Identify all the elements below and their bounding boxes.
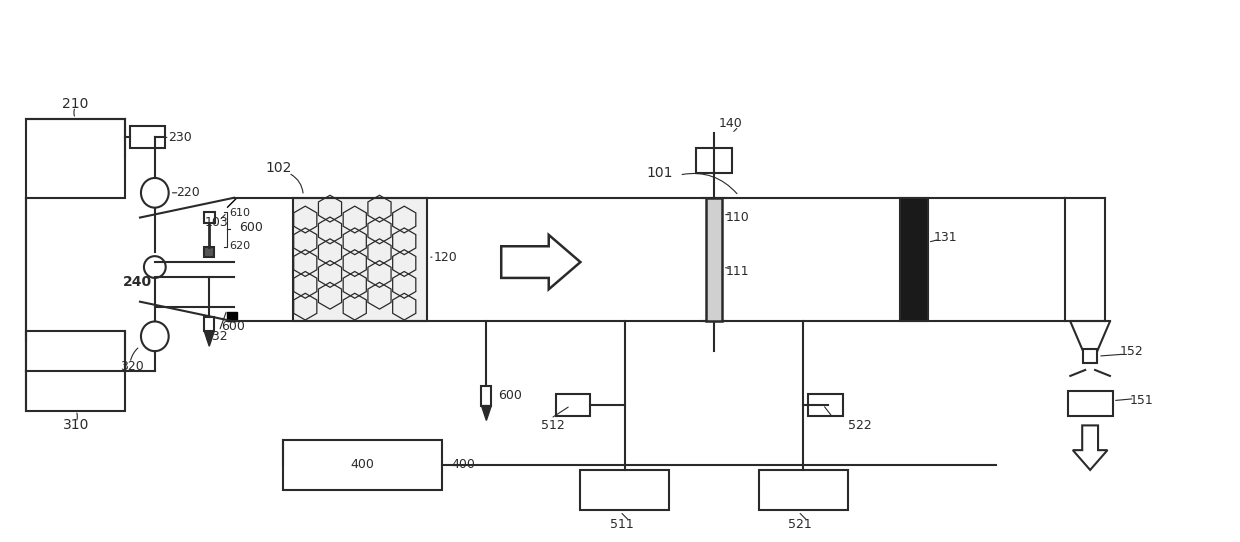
Text: 111: 111 (725, 266, 749, 279)
Ellipse shape (141, 178, 169, 208)
Text: 400: 400 (451, 459, 476, 472)
Bar (900, 198, 928, 321)
Bar (26, 119, 125, 198)
Text: 522: 522 (848, 419, 872, 432)
Ellipse shape (141, 321, 169, 351)
Text: 512: 512 (541, 419, 564, 432)
Bar (481, 386, 491, 405)
Text: 152: 152 (1120, 345, 1143, 358)
Text: 610: 610 (229, 208, 250, 217)
Text: 120: 120 (434, 250, 458, 263)
Polygon shape (227, 312, 237, 321)
Text: 210: 210 (62, 96, 89, 111)
Text: 511: 511 (610, 518, 634, 531)
Polygon shape (227, 198, 237, 208)
Bar (294, 198, 427, 321)
Ellipse shape (144, 256, 166, 278)
Bar (706, 198, 722, 321)
FancyArrow shape (501, 235, 580, 289)
Bar (26, 331, 125, 410)
Bar (580, 470, 670, 509)
Bar (759, 470, 848, 509)
Bar (284, 440, 441, 490)
Text: 140: 140 (719, 117, 743, 130)
Bar (1084, 349, 1097, 363)
Text: 400: 400 (351, 459, 374, 472)
Bar (696, 149, 732, 173)
Text: 600: 600 (221, 320, 246, 333)
Text: 620: 620 (229, 241, 250, 251)
Text: 101: 101 (646, 166, 673, 180)
Text: 320: 320 (120, 359, 144, 372)
Text: 103: 103 (205, 216, 228, 229)
Text: 102: 102 (265, 161, 291, 175)
Text: 600: 600 (239, 221, 263, 234)
Bar (205, 247, 215, 257)
Text: 310: 310 (62, 418, 89, 433)
Bar (205, 317, 215, 331)
Text: 240: 240 (123, 275, 153, 289)
Polygon shape (481, 405, 491, 421)
Bar (556, 393, 590, 416)
Polygon shape (205, 331, 215, 346)
Bar (1069, 391, 1112, 416)
Text: 151: 151 (1130, 394, 1153, 407)
Text: 220: 220 (176, 186, 201, 199)
Text: 521: 521 (789, 518, 812, 531)
Text: 110: 110 (725, 211, 750, 224)
FancyArrow shape (1073, 425, 1107, 470)
Text: 132: 132 (205, 330, 228, 343)
Text: 230: 230 (167, 131, 191, 144)
Text: 131: 131 (934, 231, 957, 244)
Bar (203, 211, 215, 223)
Text: 600: 600 (498, 389, 522, 402)
Bar (808, 393, 843, 416)
Bar (130, 126, 165, 149)
